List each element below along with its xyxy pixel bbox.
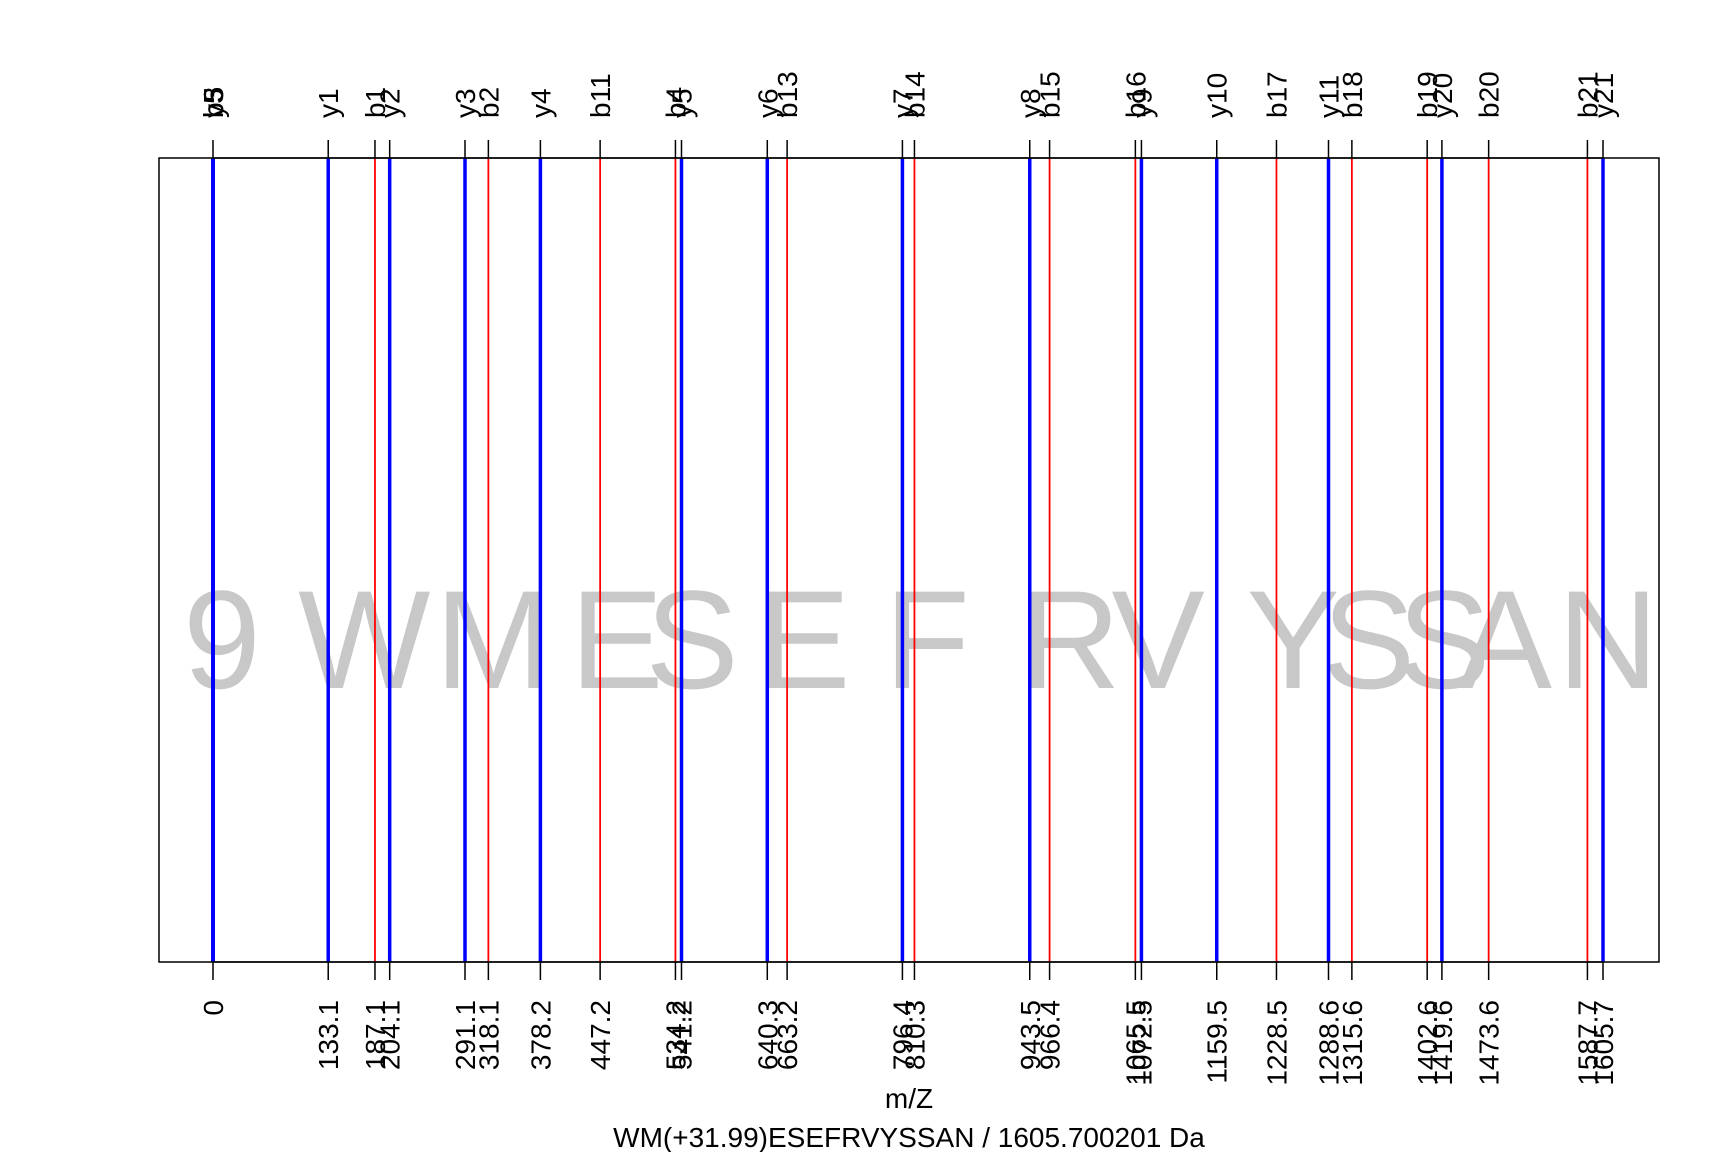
ion-label-b5: b5 [198,87,229,118]
residue-letter: S [1322,561,1415,718]
plot-frame [158,157,1660,963]
mz-label-b20: 1473.6 [1474,1000,1505,1086]
mz-label-y21: 1605.7 [1588,1000,1619,1086]
mz-label-y20: 1419.6 [1427,1000,1458,1086]
ion-label-b15: b15 [1035,71,1066,118]
mz-label-y6: 640.3 [752,1000,783,1070]
mz-label-y8: 943.5 [1015,1000,1046,1070]
mz-label-b4: 534.2 [660,1000,691,1070]
mz-label-b16: 1065.5 [1120,1000,1151,1086]
ion-label-y10: y10 [1202,73,1233,118]
ion-label-y4: y4 [525,88,556,118]
mz-label-b11: 447.2 [585,1000,616,1070]
mz-label-b21: 1587.7 [1572,1000,1603,1086]
axis-ticks [212,140,1604,980]
ion-label-y9: y9 [1126,88,1157,118]
residue-letter: A [1459,561,1553,718]
residue-letter: R [1020,561,1121,718]
ion-label-y7: y7 [887,88,918,118]
ion-label-b13: b13 [772,71,803,118]
residue-letter: W [298,561,430,718]
residue-letter: 9 [183,561,261,718]
residue-letter: S [1397,561,1490,718]
residue-letter: M [435,561,552,718]
ion-label-b1: b1 [360,87,391,118]
mz-label-b1: 187.1 [360,1000,391,1070]
ion-label-y5: y5 [666,88,697,118]
ion-label-b11: b11 [585,73,616,118]
peak-lines [211,158,1605,962]
mz-label-y4: 378.2 [525,1000,556,1070]
x-axis-label: m/Z [885,1083,933,1114]
ion-label-b20: b20 [1474,71,1505,118]
mz-label-y11: 1288.6 [1313,1000,1344,1086]
residue-letter: S [645,561,738,718]
ion-label-y3: y3 [450,88,481,118]
ion-label-b16: b16 [1120,71,1151,118]
residue-letter: V [1111,561,1204,718]
residue-letter: N [1557,561,1658,718]
mz-label-b15: 966.4 [1035,1000,1066,1070]
ion-label-b19: b19 [1412,71,1443,118]
mz-label-b14: 810.3 [899,1000,930,1070]
ion-label-y21: y21 [1588,73,1619,118]
ion-label-b18: b18 [1337,71,1368,118]
mz-label-y9: 1072.5 [1126,1000,1157,1086]
ion-label-b2: b2 [473,87,504,118]
ion-label-b4: b4 [660,87,691,118]
mz-tick-labels: 0 187.1 318.1 447.2 534.2 663.2 810.3 966.4 1065… [198,1000,1619,1086]
mz-label-b17: 1228.5 [1261,1000,1292,1086]
mz-label-y7: 796.4 [887,1000,918,1070]
mz-label-y1: 133.1 [313,1000,344,1070]
mz-label-y2: 204.1 [375,1000,406,1070]
residue-letters: 9 W M ES E F RV YSSA N [183,561,1659,718]
mz-label-y3: 291.1 [450,1000,481,1070]
ion-label-y20: y20 [1427,73,1458,118]
mz-label-b13: 663.2 [772,1000,803,1070]
ion-label-y1: y1 [313,88,344,118]
ion-label-y6: y6 [752,88,783,118]
mz-label-y5: 541.2 [666,1000,697,1070]
residue-letter: F [884,561,970,718]
mz-label-b2: 318.1 [473,1000,504,1070]
ion-label-y11: y11 [1313,75,1344,118]
mz-label-zero: 0 [198,1000,229,1016]
residue-letter: E [757,561,850,718]
ion-label-y2: y2 [375,88,406,118]
mz-label-y10: 1159.5 [1202,1000,1233,1084]
ion-label-b3: b3 [198,87,229,118]
residue-letter: E [570,561,663,718]
ion-label-b14: b14 [899,71,930,118]
residue-letter: Y [1246,561,1339,718]
ion-label-y8: y8 [1015,88,1046,118]
ion-label-y5: y5 [198,88,229,118]
mz-label-b19: 1402.6 [1412,1000,1443,1086]
ion-label-b21: b21 [1572,71,1603,118]
ion-label-b17: b17 [1261,71,1292,118]
chart-title: WM(+31.99)ESEFRVYSSAN / 1605.700201 Da [613,1122,1205,1152]
mz-label-b18: 1315.6 [1337,1000,1368,1086]
